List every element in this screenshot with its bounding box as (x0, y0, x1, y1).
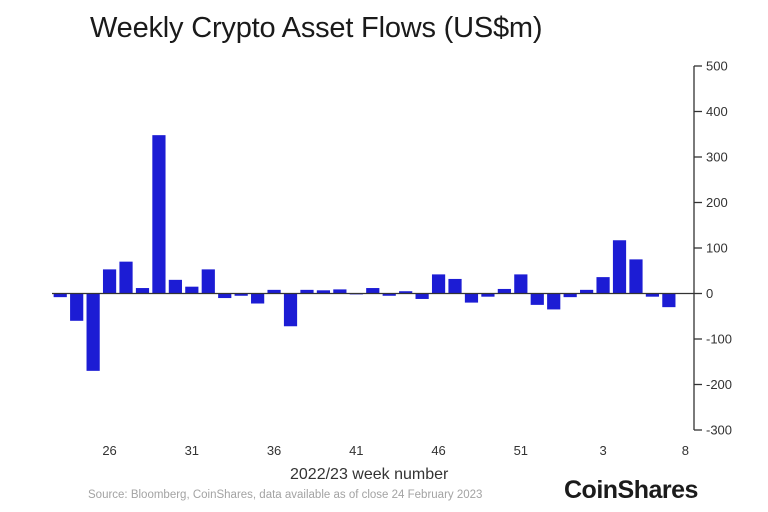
bar (596, 277, 610, 294)
bar (415, 293, 429, 299)
bar (514, 274, 528, 294)
x-tick-label: 26 (102, 443, 116, 458)
bar (283, 293, 298, 327)
bar (168, 279, 182, 294)
bar (399, 291, 413, 294)
bars-layer (53, 135, 676, 371)
bar (119, 261, 133, 294)
y-tick-label: 500 (706, 59, 728, 74)
chart-title: Weekly Crypto Asset Flows (US$m) (90, 12, 543, 44)
bar (547, 293, 561, 310)
bar (497, 288, 511, 294)
bar (629, 259, 643, 294)
bar (300, 289, 314, 294)
bar (645, 293, 660, 297)
y-tick-label: -300 (706, 423, 732, 438)
bar (448, 278, 462, 294)
bar (234, 293, 248, 296)
bar (70, 293, 84, 321)
y-tick-label: 200 (706, 195, 728, 210)
bar (102, 269, 117, 294)
bar (185, 286, 199, 294)
bar (382, 293, 396, 296)
source-note: Source: Bloomberg, CoinShares, data avai… (88, 489, 483, 501)
x-tick-label: 46 (431, 443, 445, 458)
axes-layer: 500 400 300 200 100 0 -100 -200 -300 26 31 36 41 46 51… (52, 59, 732, 458)
bar (612, 240, 627, 294)
bar (201, 269, 215, 294)
bar (580, 289, 594, 294)
bar (366, 288, 380, 294)
bar (431, 274, 446, 294)
x-tick-label: 41 (349, 443, 363, 458)
bar (251, 293, 265, 304)
coinshares-logo: CoinShares (564, 476, 698, 504)
bar (135, 288, 150, 294)
bar (563, 293, 577, 298)
bar (530, 293, 544, 305)
y-tick-label: 400 (706, 104, 728, 119)
x-tick-label: 31 (185, 443, 199, 458)
bar (481, 293, 495, 297)
bar (333, 289, 347, 294)
bar (662, 293, 676, 308)
y-tick-label: 300 (706, 150, 728, 165)
y-tick-label: -100 (706, 332, 732, 347)
bar (218, 293, 232, 299)
y-tick-label: -200 (706, 377, 732, 392)
bar (464, 293, 479, 303)
x-tick-label: 8 (682, 443, 689, 458)
y-tick-label: 0 (706, 286, 713, 301)
x-tick-label: 51 (514, 443, 528, 458)
bar (267, 289, 281, 294)
x-axis-title-text: 2022/23 week number (290, 466, 449, 483)
x-tick-label: 36 (267, 443, 281, 458)
y-tick-label: 100 (706, 241, 728, 256)
bar (53, 293, 67, 298)
x-tick-label: 3 (599, 443, 606, 458)
bar (152, 135, 166, 294)
bar (86, 293, 100, 371)
bar (316, 290, 331, 294)
